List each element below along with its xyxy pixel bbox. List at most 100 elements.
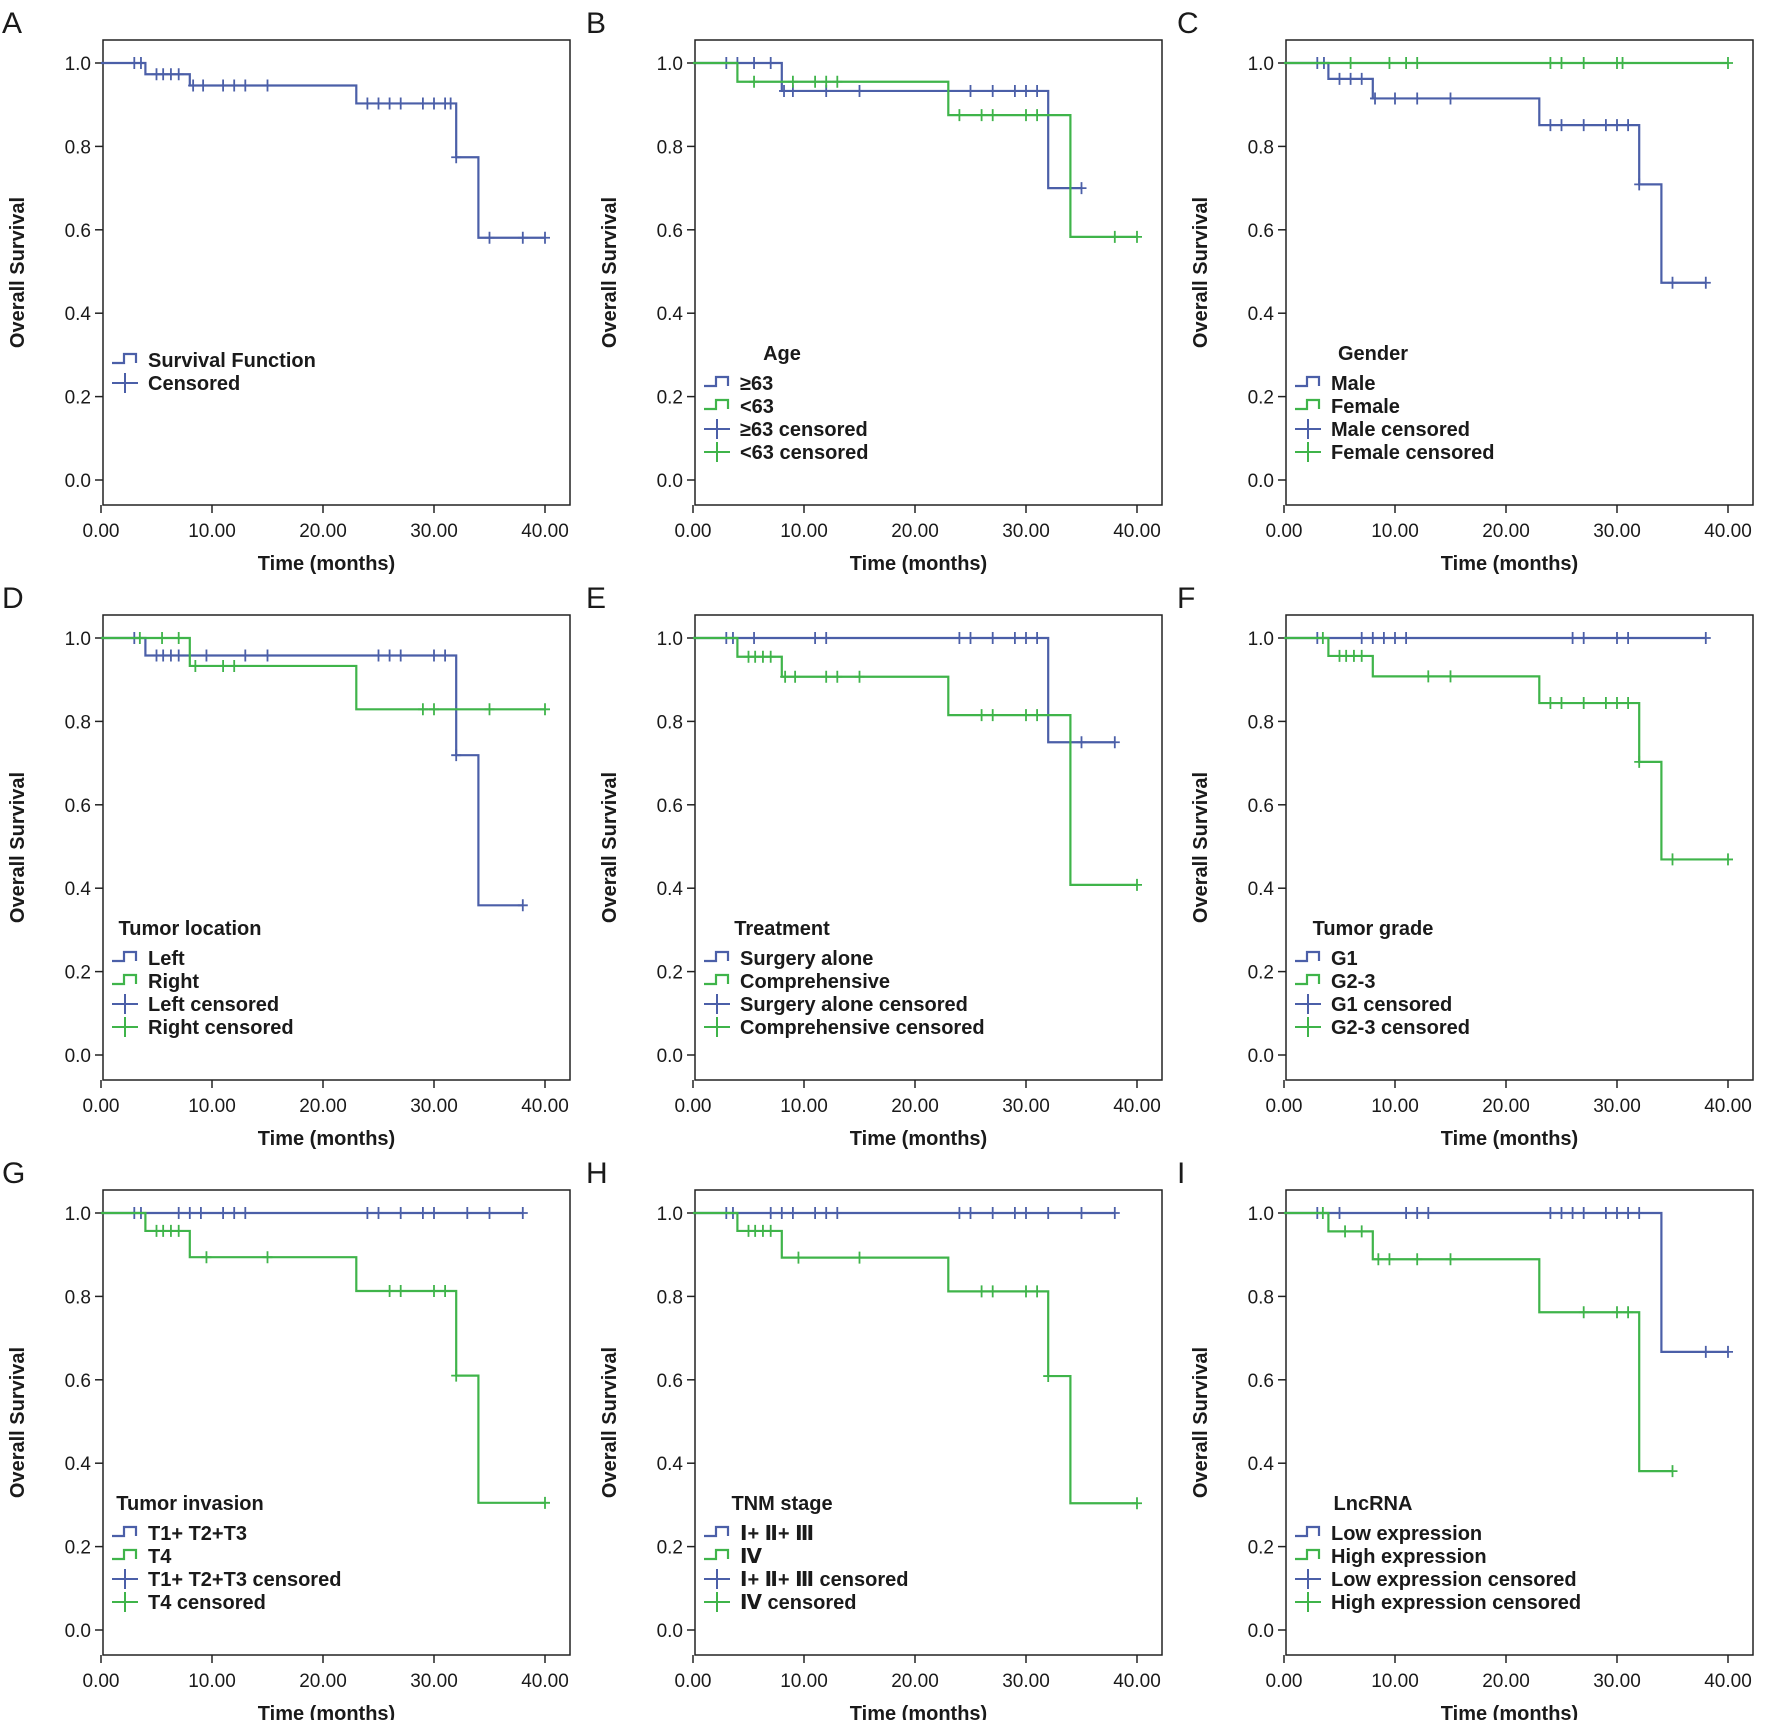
censor-mark	[779, 84, 790, 97]
legend-censor-swatch	[1295, 1017, 1321, 1037]
legend-label: T4	[148, 1546, 172, 1568]
censor-mark	[776, 1207, 787, 1219]
censor-mark	[1667, 853, 1678, 866]
censor-mark	[1390, 632, 1400, 644]
censor-mark	[229, 659, 240, 672]
plot-frame	[102, 39, 571, 506]
y-tick-label: 1.0	[65, 54, 91, 75]
censor-mark	[540, 231, 550, 244]
censor-mark	[1412, 1253, 1423, 1266]
censor-mark	[1567, 632, 1578, 644]
legend-label: Right	[148, 971, 199, 993]
censor-mark	[1334, 72, 1345, 85]
x-tick-label: 10.00	[780, 1096, 828, 1117]
chart-panel-b: B 0.0 0.2 0.4 0.6 0.8 1.0 0.00 10.00 20.00 30.00 40…	[586, 7, 1163, 575]
censor-mark	[451, 1369, 462, 1382]
censor-mark	[1132, 230, 1142, 243]
panel-letter: B	[586, 7, 606, 40]
y-tick-label: 0.6	[1248, 796, 1274, 817]
x-tick-label: 0.00	[675, 1096, 712, 1117]
x-tick-label: 30.00	[1002, 521, 1050, 542]
censor-mark	[821, 670, 832, 683]
y-tick-label: 0.2	[65, 388, 91, 409]
censor-mark	[1356, 1225, 1367, 1238]
censor-mark	[1612, 632, 1622, 644]
censor-mark	[517, 1207, 528, 1219]
censor-mark	[1021, 109, 1031, 122]
legend-label: Comprehensive censored	[740, 1017, 985, 1039]
censor-mark	[1723, 853, 1733, 866]
censor-mark	[240, 649, 251, 662]
x-tick-label: 0.00	[1266, 1671, 1303, 1692]
y-tick-label: 0.6	[65, 221, 91, 242]
censor-mark	[765, 1224, 776, 1237]
x-tick-label: 20.00	[299, 521, 347, 542]
censor-mark	[484, 231, 495, 244]
censor-mark	[832, 75, 843, 88]
censor-mark	[1578, 697, 1589, 710]
x-axis-title: Time (months)	[258, 553, 395, 575]
y-tick-label: 1.0	[1248, 629, 1274, 650]
legend-step-swatch	[704, 1548, 730, 1561]
legend-label: <63	[740, 396, 774, 418]
censor-mark	[1556, 57, 1567, 69]
y-tick-label: 0.2	[1248, 963, 1274, 984]
x-tick-label: 30.00	[1002, 1671, 1050, 1692]
x-axis-title: Time (months)	[1441, 553, 1578, 575]
x-tick-label: 10.00	[780, 521, 828, 542]
censor-mark	[1545, 119, 1556, 132]
legend-censor-swatch	[704, 1592, 730, 1612]
censor-mark	[1623, 697, 1634, 710]
x-tick-label: 40.00	[1704, 521, 1752, 542]
y-tick-label: 0.8	[1248, 712, 1274, 733]
legend-label: Surgery alone censored	[740, 994, 968, 1016]
legend-label: <63 censored	[740, 442, 868, 464]
legend-label: Female	[1331, 396, 1400, 418]
censor-mark	[1401, 1207, 1412, 1219]
y-tick-label: 0.8	[657, 712, 683, 733]
y-tick-label: 0.6	[1248, 221, 1274, 242]
censor-mark	[190, 659, 201, 672]
survival-curve-2	[693, 636, 1137, 886]
censor-mark	[173, 68, 184, 81]
plot-frame	[694, 614, 1163, 1081]
censor-mark	[440, 649, 451, 662]
legend-step-swatch	[1295, 1525, 1321, 1538]
censor-mark	[1021, 84, 1031, 97]
censor-mark	[484, 1207, 495, 1219]
legend-step-swatch	[704, 973, 730, 986]
censor-mark	[440, 1284, 451, 1297]
legend-step-swatch	[704, 1525, 730, 1538]
censor-mark	[1578, 632, 1589, 644]
x-tick-label: 0.00	[675, 1671, 712, 1692]
survival-curve-2	[693, 1211, 1137, 1505]
censor-mark	[854, 670, 865, 683]
censor-mark	[157, 632, 168, 644]
censor-mark	[1021, 1285, 1031, 1298]
censor-mark	[954, 632, 965, 644]
survival-curve-1	[693, 636, 1115, 744]
legend-censor-swatch	[1295, 1569, 1321, 1589]
censor-mark	[1578, 57, 1589, 69]
legend-label: Comprehensive	[740, 971, 890, 993]
panel-letter: G	[2, 1157, 25, 1190]
y-tick-label: 0.6	[657, 221, 683, 242]
chart-panel-f: F 0.0 0.2 0.4 0.6 0.8 1.0 0.00 10.00 20.00 30.00 40…	[1177, 582, 1754, 1150]
legend-label: Low expression	[1331, 1523, 1482, 1545]
censor-mark	[1076, 182, 1087, 195]
censor-mark	[429, 1284, 439, 1297]
censor-mark	[1317, 632, 1328, 644]
censor-mark	[987, 84, 998, 97]
censor-mark	[965, 632, 976, 644]
censor-mark	[987, 109, 998, 122]
x-tick-label: 10.00	[188, 1671, 236, 1692]
censor-mark	[417, 97, 428, 110]
censor-mark	[373, 97, 384, 110]
censor-mark	[765, 57, 776, 69]
plot-frame	[102, 614, 571, 1081]
legend-label: Female censored	[1331, 442, 1494, 464]
censor-mark	[790, 670, 801, 683]
legend-step-swatch	[704, 375, 730, 388]
censor-mark	[362, 1207, 373, 1219]
censor-mark	[780, 670, 791, 683]
